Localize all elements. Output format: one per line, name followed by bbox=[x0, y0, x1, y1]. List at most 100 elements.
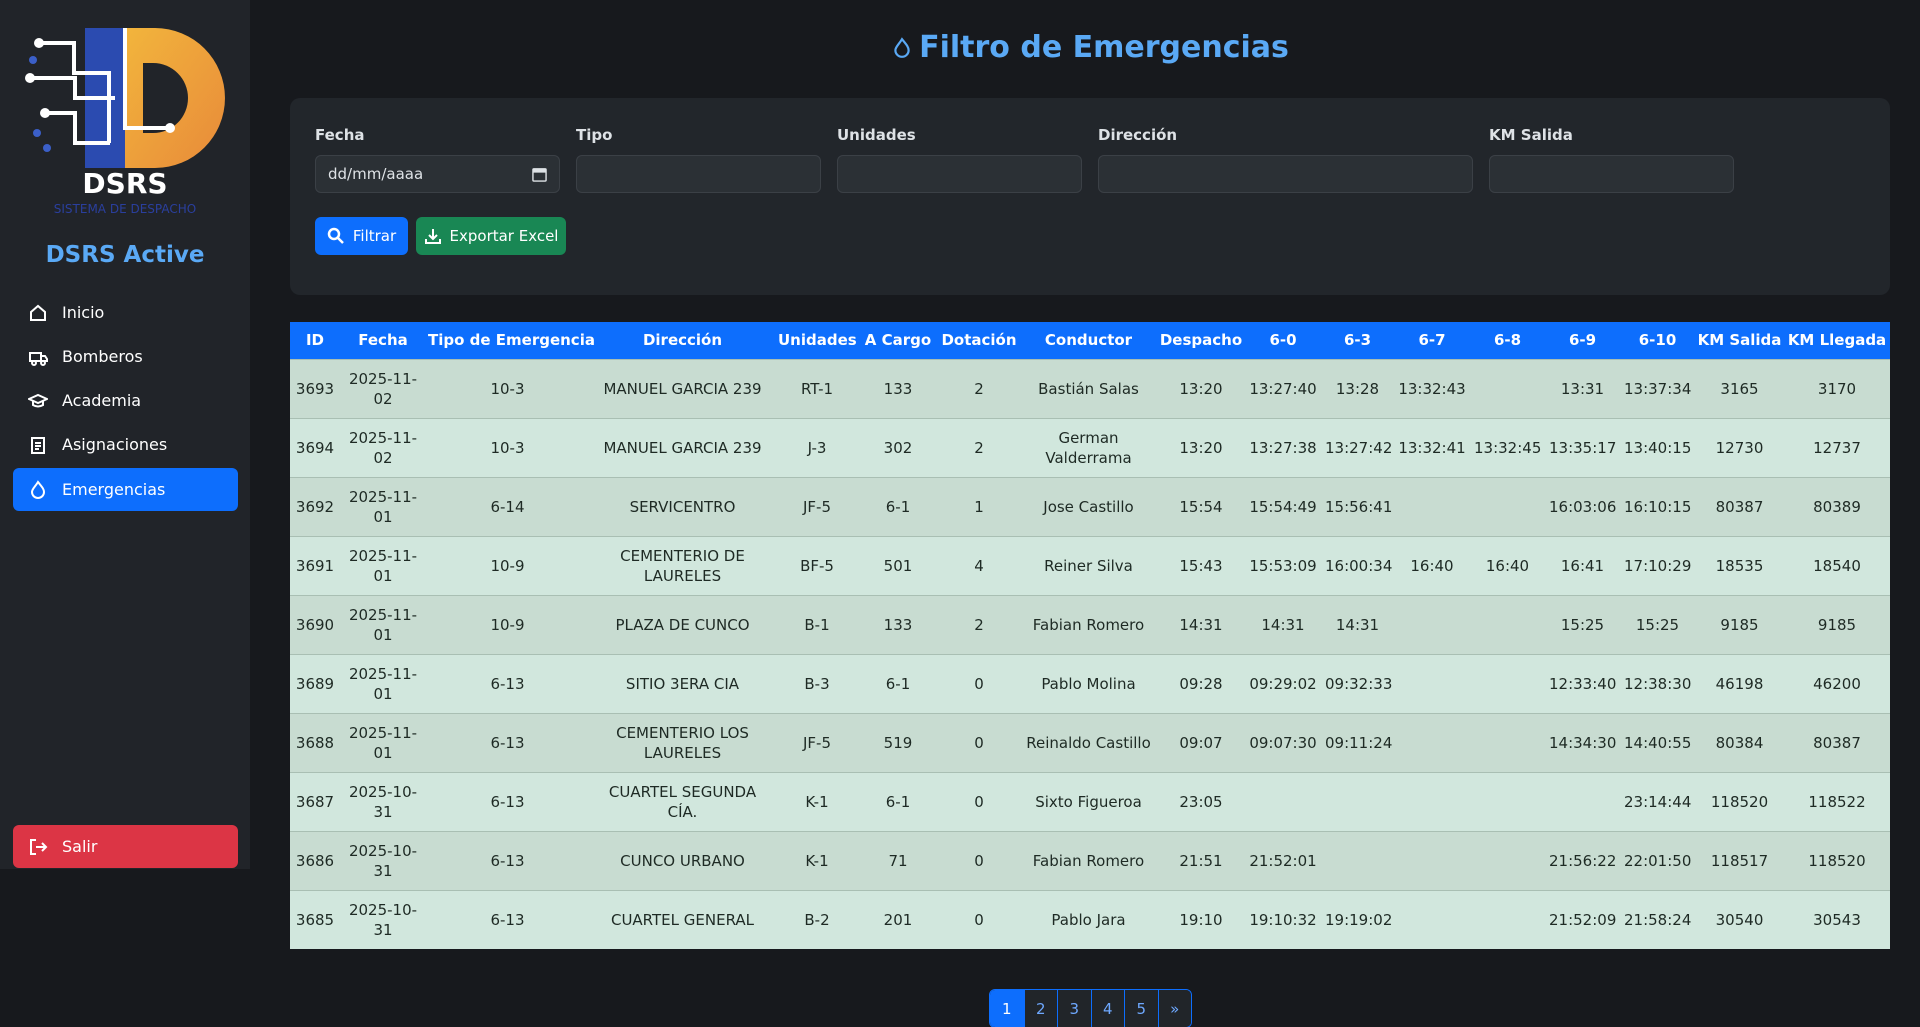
filter-button[interactable]: Filtrar bbox=[315, 217, 408, 255]
table-cell: Fabian Romero bbox=[1020, 594, 1157, 654]
column-header: KM Llegada bbox=[1784, 322, 1890, 359]
table-cell: 133 bbox=[858, 594, 938, 654]
table-cell bbox=[1470, 712, 1545, 772]
page-link[interactable]: 4 bbox=[1090, 990, 1124, 1027]
nav-item-active[interactable]: Emergencias bbox=[13, 468, 238, 511]
page-link[interactable]: 2 bbox=[1023, 990, 1057, 1027]
export-button[interactable]: Exportar Excel bbox=[416, 217, 566, 255]
logout-button[interactable]: Salir bbox=[13, 825, 238, 868]
table-cell: Jose Castillo bbox=[1020, 476, 1157, 536]
table-cell bbox=[1470, 830, 1545, 890]
table-cell bbox=[1321, 771, 1394, 831]
table-cell: 13:32:45 bbox=[1470, 417, 1545, 477]
table-cell: Reiner Silva bbox=[1020, 535, 1157, 595]
table-cell bbox=[1394, 771, 1470, 831]
table-cell: 3689 bbox=[290, 653, 340, 713]
address-input[interactable] bbox=[1098, 155, 1473, 193]
table-cell: 3693 bbox=[290, 358, 340, 418]
table-cell: 17:10:29 bbox=[1620, 535, 1695, 595]
nav-label: Inicio bbox=[62, 303, 105, 322]
table-cell: 6-13 bbox=[426, 653, 589, 713]
table-cell: 14:31 bbox=[1157, 594, 1245, 654]
table-cell bbox=[1321, 830, 1394, 890]
table-cell: 118520 bbox=[1695, 771, 1784, 831]
table-cell: Fabian Romero bbox=[1020, 830, 1157, 890]
table-cell: CUNCO URBANO bbox=[589, 830, 776, 890]
table-cell: 21:52:01 bbox=[1245, 830, 1321, 890]
table-cell: 3685 bbox=[290, 889, 340, 949]
table-cell: 12:33:40 bbox=[1545, 653, 1620, 713]
date-input[interactable]: dd/mm/aaaa bbox=[315, 155, 560, 193]
logo-text: DSRS bbox=[82, 167, 167, 200]
table-cell: 501 bbox=[858, 535, 938, 595]
logo: DSRS SISTEMA DE DESPACHO bbox=[25, 28, 225, 216]
page-link[interactable]: 5 bbox=[1124, 990, 1158, 1027]
page-link[interactable]: 3 bbox=[1057, 990, 1091, 1027]
filter-label: Fecha bbox=[315, 126, 365, 144]
table-cell: 0 bbox=[938, 830, 1020, 890]
table-cell: 80389 bbox=[1784, 476, 1890, 536]
table-row: 3690 2025-11-01 10-9 PLAZA DE CUNCO B-1 133 2 F… bbox=[290, 594, 1890, 654]
button-label: Exportar Excel bbox=[449, 227, 559, 245]
column-header: 6-0 bbox=[1245, 322, 1321, 359]
table-row: 3687 2025-10-31 6-13 CUARTEL SEGUNDA CÍA. K-… bbox=[290, 771, 1890, 831]
table-cell: 21:56:22 bbox=[1545, 830, 1620, 890]
nav-item[interactable]: Bomberos bbox=[13, 335, 238, 378]
table-cell: 15:43 bbox=[1157, 535, 1245, 595]
page-link[interactable]: 1 bbox=[990, 990, 1024, 1027]
table-cell: B-3 bbox=[776, 653, 858, 713]
units-input[interactable] bbox=[837, 155, 1082, 193]
filter-card bbox=[290, 98, 1890, 295]
nav-item[interactable]: Inicio bbox=[13, 291, 238, 334]
km-input[interactable] bbox=[1489, 155, 1734, 193]
table-cell: 3688 bbox=[290, 712, 340, 772]
table-cell: 12:38:30 bbox=[1620, 653, 1695, 713]
table-cell: 9185 bbox=[1784, 594, 1890, 654]
table-cell: PLAZA DE CUNCO bbox=[589, 594, 776, 654]
logout-label: Salir bbox=[62, 837, 98, 856]
table-cell: 13:20 bbox=[1157, 358, 1245, 418]
table-cell: 16:00:34 bbox=[1321, 535, 1394, 595]
table-cell: 16:41 bbox=[1545, 535, 1620, 595]
table-cell: 15:25 bbox=[1620, 594, 1695, 654]
table-cell bbox=[1245, 771, 1321, 831]
table-cell: 10-9 bbox=[426, 594, 589, 654]
filter-label: Tipo bbox=[576, 126, 613, 144]
table-cell: 3692 bbox=[290, 476, 340, 536]
table-cell: 14:34:30 bbox=[1545, 712, 1620, 772]
table-cell bbox=[1545, 771, 1620, 831]
table-cell: 15:25 bbox=[1545, 594, 1620, 654]
table-cell: 2025-10-31 bbox=[340, 889, 426, 949]
type-input[interactable] bbox=[576, 155, 821, 193]
table-cell: 10-3 bbox=[426, 417, 589, 477]
table-cell: 6-14 bbox=[426, 476, 589, 536]
table-cell: 30540 bbox=[1695, 889, 1784, 949]
filter-label: Dirección bbox=[1098, 126, 1178, 144]
table-cell: 15:54 bbox=[1157, 476, 1245, 536]
page-title: Filtro de Emergencias bbox=[290, 30, 1890, 65]
table-cell: 13:27:40 bbox=[1245, 358, 1321, 418]
nav-item[interactable]: Academia bbox=[13, 379, 238, 422]
table-cell: 6-13 bbox=[426, 712, 589, 772]
table-row: 3688 2025-11-01 6-13 CEMENTERIO LOS LAURELE… bbox=[290, 712, 1890, 772]
table-cell: 519 bbox=[858, 712, 938, 772]
filter-label: Unidades bbox=[837, 126, 916, 144]
table-cell bbox=[1470, 771, 1545, 831]
table-cell: 09:28 bbox=[1157, 653, 1245, 713]
nav-item[interactable]: Asignaciones bbox=[13, 423, 238, 466]
page-link[interactable]: » bbox=[1157, 990, 1191, 1027]
table-cell: 6-1 bbox=[858, 653, 938, 713]
table-cell: Reinaldo Castillo bbox=[1020, 712, 1157, 772]
table-cell: CUARTEL GENERAL bbox=[589, 889, 776, 949]
table-cell: 2025-10-31 bbox=[340, 771, 426, 831]
table-cell: 22:01:50 bbox=[1620, 830, 1695, 890]
table-cell: 3694 bbox=[290, 417, 340, 477]
button-label: Filtrar bbox=[352, 227, 397, 245]
table-cell: 2025-11-01 bbox=[340, 712, 426, 772]
table-cell: 16:40 bbox=[1394, 535, 1470, 595]
table-cell: 16:40 bbox=[1470, 535, 1545, 595]
table-cell: 2025-10-31 bbox=[340, 830, 426, 890]
table-cell: 12737 bbox=[1784, 417, 1890, 477]
pagination: 1 2 3 4 5» bbox=[989, 989, 1192, 1027]
